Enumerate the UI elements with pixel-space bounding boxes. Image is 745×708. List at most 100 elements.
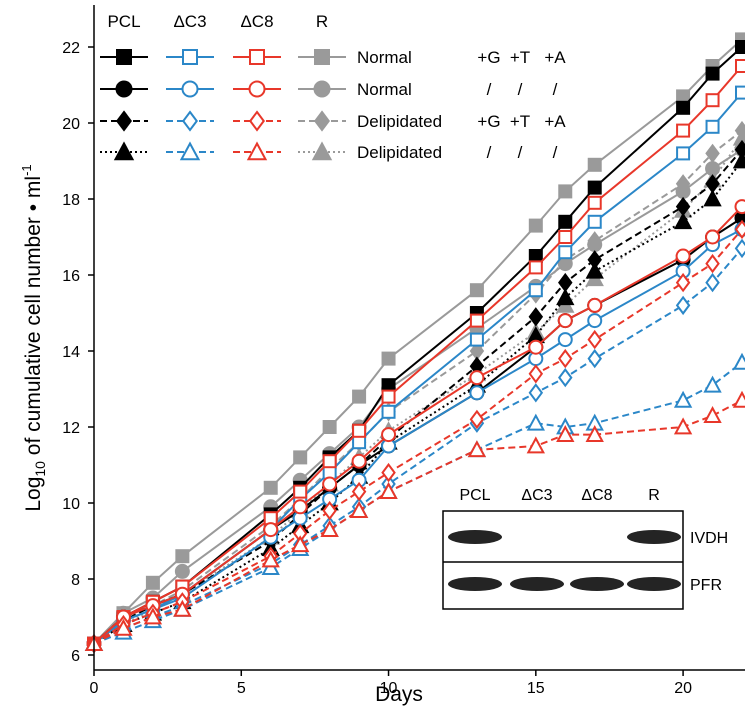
data-point (349, 500, 369, 518)
y-tick-label: 8 (71, 572, 80, 589)
data-point (322, 476, 338, 492)
y-tick-label: 10 (62, 496, 80, 513)
data-point (557, 313, 573, 329)
data-point (558, 367, 573, 388)
legend-supplement: +T (510, 112, 530, 131)
y-tick-label: 22 (62, 40, 80, 57)
data-point (469, 332, 484, 347)
data-point (587, 348, 602, 369)
data-point (526, 413, 545, 431)
legend-condition: Normal (357, 48, 412, 67)
data-point (381, 351, 396, 366)
data-point (528, 218, 543, 233)
y-axis-label-sup: -1 (19, 164, 34, 176)
data-point (676, 123, 691, 138)
data-point (558, 245, 573, 260)
y-axis-label-pre: Log (22, 477, 45, 512)
legend-condition: Normal (357, 80, 412, 99)
data-point (352, 423, 367, 438)
data-point (469, 409, 485, 430)
data-point (175, 549, 190, 564)
data-point (587, 214, 602, 229)
legend-marker (182, 49, 198, 65)
data-point (558, 184, 573, 199)
blot-band (510, 577, 564, 591)
legend-marker (314, 110, 330, 132)
blot-row-label: IVDH (690, 530, 728, 547)
data-point (322, 420, 337, 434)
data-point (587, 180, 602, 195)
data-point (351, 481, 367, 502)
data-point (675, 272, 691, 293)
data-point (558, 348, 573, 369)
data-point (587, 231, 602, 251)
legend-supplement: / (487, 143, 492, 162)
series-line (93, 160, 743, 645)
series-line (93, 91, 743, 645)
y-axis-label-mid: of cumulative cell number • ml (22, 176, 45, 461)
data-point (381, 427, 397, 443)
data-point (734, 219, 745, 240)
legend-column-header: ΔC3 (173, 12, 206, 31)
legend-marker (313, 80, 331, 98)
data-point (673, 390, 693, 408)
data-point (735, 85, 745, 100)
blot-lane-label: PCL (459, 487, 490, 504)
legend-supplement: / (487, 80, 492, 99)
data-point (703, 189, 722, 207)
data-point (705, 93, 720, 108)
blot-band (627, 530, 681, 544)
blot-band (448, 577, 502, 591)
data-point (705, 272, 720, 293)
data-point (352, 435, 367, 450)
data-point (261, 550, 280, 568)
data-point (673, 417, 693, 435)
data-point (352, 389, 367, 404)
data-point (379, 481, 398, 499)
legend-supplement: / (553, 143, 558, 162)
series-line (93, 38, 743, 645)
data-point (320, 519, 339, 537)
data-point (174, 563, 190, 579)
blot-lane-label: ΔC3 (521, 487, 552, 504)
series-line (93, 228, 743, 645)
blot-band (570, 577, 624, 591)
legend-supplement: / (553, 80, 558, 99)
legend-marker (249, 49, 265, 65)
series-dC8-row3 (84, 390, 745, 651)
legend-column-header: R (316, 12, 328, 31)
series-line (93, 361, 743, 645)
blot-frame (442, 510, 684, 610)
blot-row-label: PFR (690, 577, 722, 594)
data-point (587, 157, 602, 172)
blot-band (448, 530, 502, 544)
data-point (558, 214, 573, 229)
data-point (734, 199, 745, 215)
data-point (322, 454, 337, 469)
data-point (705, 119, 720, 134)
series-dC8-row1 (86, 199, 745, 652)
data-point (467, 440, 487, 458)
legend-supplement: / (518, 80, 523, 99)
y-tick-label: 20 (62, 116, 80, 133)
legend: PCL ΔC3 ΔC8 R Normal +G +T +A Normal / / / Delipidat… (100, 12, 566, 162)
data-point (381, 404, 396, 419)
data-point (732, 390, 745, 408)
data-point (381, 378, 396, 393)
data-point (263, 522, 279, 538)
y-tick-label: 6 (71, 648, 80, 665)
legend-marker (179, 141, 201, 161)
data-point (293, 450, 308, 465)
data-point (528, 260, 543, 275)
ticks-layer: 0 5 10 15 20 6 8 10 12 14 16 18 20 22 (62, 40, 692, 697)
data-point (381, 389, 396, 404)
y-tick-label: 16 (62, 268, 80, 285)
data-point (293, 484, 308, 499)
data-point (676, 89, 691, 104)
data-point (705, 229, 721, 245)
legend-marker (181, 80, 199, 98)
data-point (469, 283, 484, 298)
data-point (173, 599, 192, 617)
data-point (587, 313, 603, 329)
